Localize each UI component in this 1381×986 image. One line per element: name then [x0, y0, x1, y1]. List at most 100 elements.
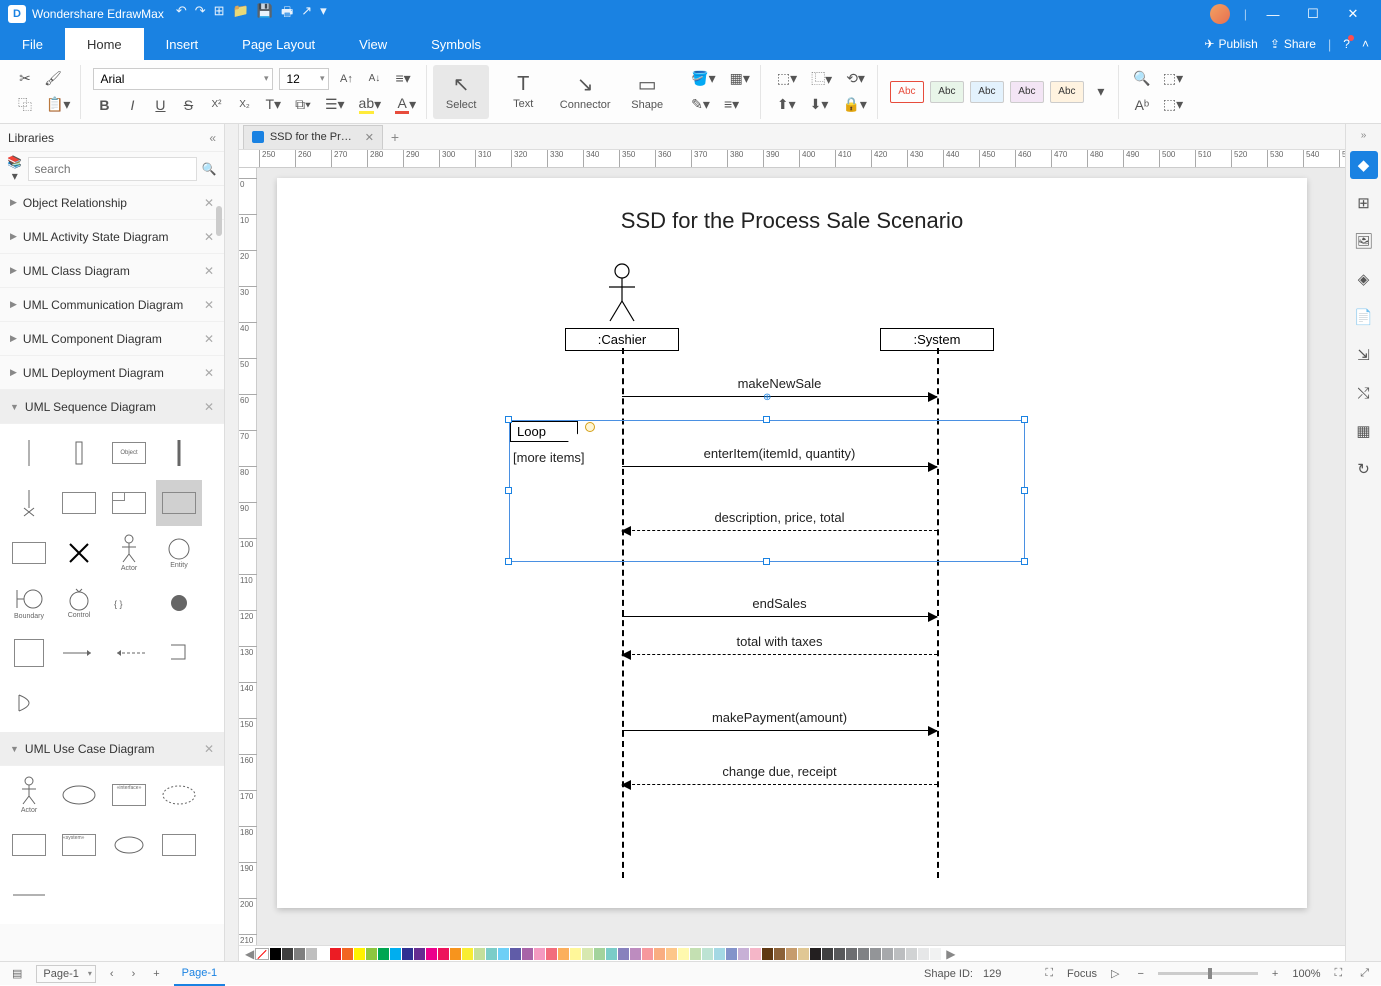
- open-button[interactable]: 📁: [233, 3, 249, 25]
- message-line[interactable]: [622, 730, 937, 731]
- shape-uc-interface[interactable]: «interface»: [106, 772, 152, 818]
- zoom-out-button[interactable]: −: [1133, 968, 1147, 980]
- document-tab[interactable]: SSD for the Pro... ✕: [243, 125, 383, 149]
- shape-activation[interactable]: [56, 430, 102, 476]
- next-page-button[interactable]: ›: [128, 968, 140, 980]
- history-tool[interactable]: ↻: [1350, 455, 1378, 483]
- lib-cat-component[interactable]: ▶UML Component Diagram✕: [0, 322, 224, 356]
- rotation-handle[interactable]: [585, 422, 595, 432]
- color-swatch[interactable]: [762, 948, 773, 960]
- shape-boundary-line[interactable]: [156, 430, 202, 476]
- layers-button[interactable]: ⬚▾: [1159, 68, 1187, 90]
- color-swatch[interactable]: [366, 948, 377, 960]
- shape-control[interactable]: Control: [56, 580, 102, 626]
- color-swatch[interactable]: [930, 948, 941, 960]
- strike-button[interactable]: S: [177, 94, 199, 116]
- shape-entity[interactable]: Entity: [156, 530, 202, 576]
- lib-cat-usecase[interactable]: ▼UML Use Case Diagram✕: [0, 732, 224, 766]
- shuffle-tool[interactable]: ⤭: [1350, 379, 1378, 407]
- color-swatch[interactable]: [534, 948, 545, 960]
- shape-actor[interactable]: Actor: [106, 530, 152, 576]
- share-button[interactable]: ⇪Share: [1270, 37, 1316, 51]
- color-swatch[interactable]: [462, 948, 473, 960]
- shape-rect[interactable]: [6, 530, 52, 576]
- color-swatch[interactable]: [486, 948, 497, 960]
- color-swatch[interactable]: [630, 948, 641, 960]
- add-tab-button[interactable]: +: [383, 129, 407, 145]
- search-icon[interactable]: 🔍: [201, 162, 219, 176]
- selection-handle[interactable]: [505, 558, 512, 565]
- no-color-swatch[interactable]: [255, 948, 269, 960]
- image-tool[interactable]: 🖼: [1350, 227, 1378, 255]
- color-swatch[interactable]: [282, 948, 293, 960]
- lib-cat-sequence[interactable]: ▼UML Sequence Diagram✕: [0, 390, 224, 424]
- color-swatch[interactable]: [474, 948, 485, 960]
- shape-uc-system[interactable]: [6, 822, 52, 868]
- underline-button[interactable]: U: [149, 94, 171, 116]
- shape-uc-usecase[interactable]: [56, 772, 102, 818]
- connector-tool-button[interactable]: ↘Connector: [557, 65, 613, 119]
- send-backward-button[interactable]: ⬇▾: [806, 94, 833, 116]
- layers-tool[interactable]: ◈: [1350, 265, 1378, 293]
- color-swatch[interactable]: [570, 948, 581, 960]
- libraries-collapse-button[interactable]: «: [209, 131, 216, 145]
- fullscreen-button[interactable]: ⤢: [1356, 967, 1373, 980]
- color-swatch[interactable]: [870, 948, 881, 960]
- color-swatch[interactable]: [522, 948, 533, 960]
- lock-button[interactable]: 🔒▾: [838, 94, 870, 116]
- color-swatch[interactable]: [546, 948, 557, 960]
- bring-forward-button[interactable]: ⬆▾: [773, 94, 800, 116]
- color-swatch[interactable]: [582, 948, 593, 960]
- group-button[interactable]: ⿺▾: [807, 68, 836, 90]
- add-page-button[interactable]: +: [149, 968, 163, 980]
- lib-cat-communication[interactable]: ▶UML Communication Diagram✕: [0, 288, 224, 322]
- panel-scroll-strip[interactable]: [225, 124, 239, 961]
- lib-cat-class[interactable]: ▶UML Class Diagram✕: [0, 254, 224, 288]
- fill-color-button[interactable]: 🪣▾: [687, 68, 719, 90]
- select-all-button[interactable]: ⬚▾: [1159, 94, 1187, 116]
- zoom-slider[interactable]: [1158, 972, 1258, 975]
- shape-constraint[interactable]: { }: [106, 580, 152, 626]
- color-swatch[interactable]: [726, 948, 737, 960]
- rotate-button[interactable]: ⟲▾: [842, 68, 869, 90]
- shape-return[interactable]: [106, 630, 152, 676]
- grid-tool[interactable]: ⊞: [1350, 189, 1378, 217]
- save-button[interactable]: 💾: [257, 3, 273, 25]
- color-swatch[interactable]: [414, 948, 425, 960]
- page-select[interactable]: Page-1: [36, 965, 95, 983]
- theme-tool[interactable]: ◆: [1350, 151, 1378, 179]
- message-line[interactable]: [622, 616, 937, 617]
- selection-handle[interactable]: [505, 487, 512, 494]
- color-swatch[interactable]: [402, 948, 413, 960]
- right-collapse-button[interactable]: »: [1361, 130, 1367, 141]
- selection-handle[interactable]: [505, 416, 512, 423]
- color-swatch[interactable]: [330, 948, 341, 960]
- color-swatch[interactable]: [906, 948, 917, 960]
- color-swatch[interactable]: [606, 948, 617, 960]
- new-button[interactable]: ⊞: [214, 3, 225, 25]
- menu-file[interactable]: File: [0, 28, 65, 60]
- color-swatch[interactable]: [498, 948, 509, 960]
- page[interactable]: SSD for the Process Sale Scenario :Cashi…: [277, 178, 1307, 908]
- increase-font-button[interactable]: A↑: [335, 68, 357, 90]
- color-swatch[interactable]: [510, 948, 521, 960]
- publish-button[interactable]: ✈Publish: [1204, 37, 1257, 51]
- help-button[interactable]: ?: [1343, 37, 1350, 51]
- color-swatch[interactable]: [438, 948, 449, 960]
- color-swatch[interactable]: [390, 948, 401, 960]
- color-swatch[interactable]: [666, 948, 677, 960]
- undo-button[interactable]: ↶: [176, 3, 187, 25]
- play-button[interactable]: ▷: [1107, 967, 1123, 980]
- message-line[interactable]: [622, 784, 937, 785]
- color-swatch[interactable]: [774, 948, 785, 960]
- color-swatch[interactable]: [702, 948, 713, 960]
- color-swatch[interactable]: [618, 948, 629, 960]
- style-swatch-5[interactable]: Abc: [1050, 81, 1084, 103]
- color-swatch[interactable]: [846, 948, 857, 960]
- export-button[interactable]: ↗: [301, 3, 312, 25]
- fit-page-button[interactable]: ⛶: [1330, 967, 1346, 980]
- align-button[interactable]: ⬚▾: [773, 68, 801, 90]
- collapse-ribbon-button[interactable]: ˄: [1362, 37, 1369, 51]
- color-swatch[interactable]: [798, 948, 809, 960]
- library-menu-icon[interactable]: 📚▾: [6, 155, 24, 183]
